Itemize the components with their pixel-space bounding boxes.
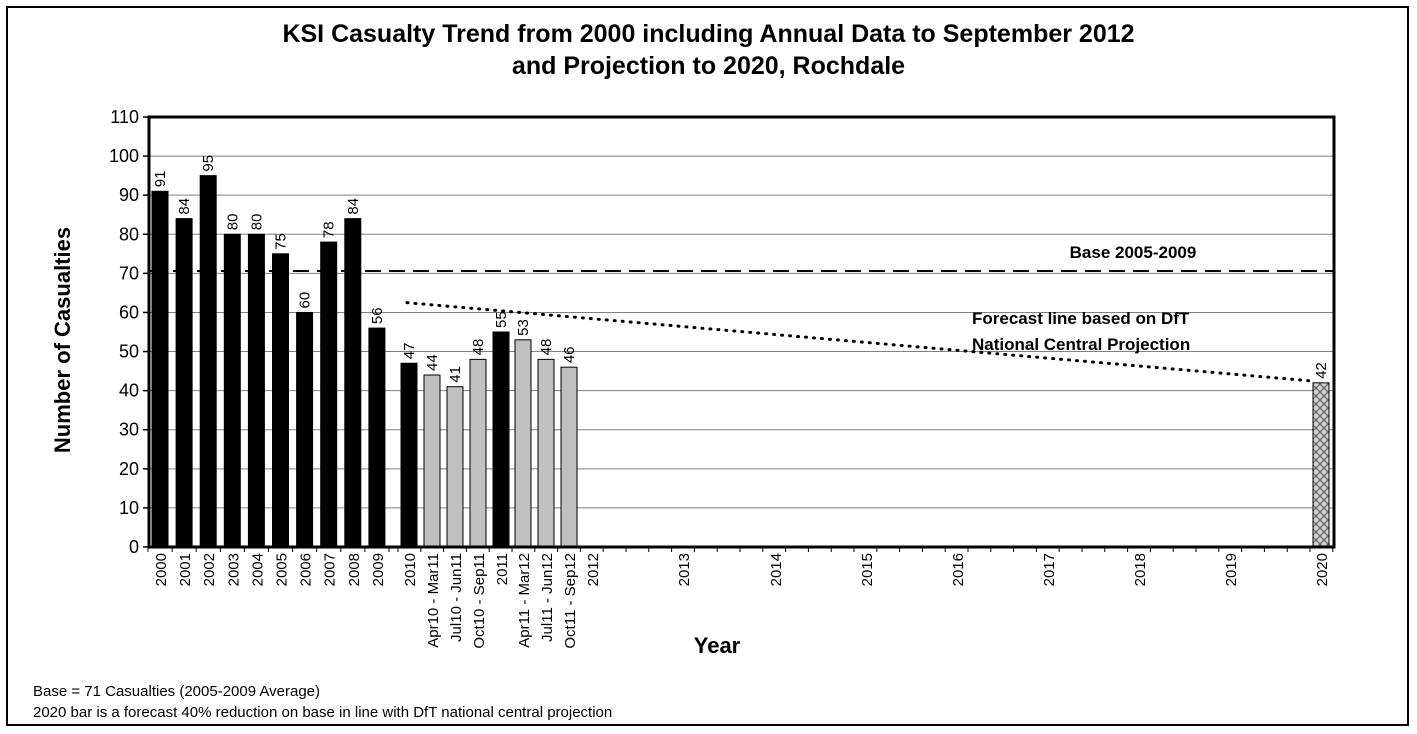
y-tick-label: 40 (119, 381, 139, 401)
x-tick-label: Oct10 - Sep11 (471, 553, 488, 649)
bar-2020 (1312, 382, 1330, 548)
data-label: 44 (424, 354, 441, 371)
x-tick-label: Apr11 - Mar12 (516, 553, 533, 648)
data-label: 95 (200, 155, 217, 172)
y-tick-label: 70 (119, 263, 139, 283)
x-tick-label: 2007 (322, 553, 339, 586)
x-tick-label: 2003 (225, 553, 242, 586)
data-label: 78 (321, 221, 338, 238)
x-tick-label: 2006 (298, 553, 315, 586)
y-tick-label: 110 (110, 107, 139, 127)
forecast-line (405, 301, 1317, 383)
y-tick-label: 20 (119, 459, 139, 479)
bar-jul11---jun12 (537, 358, 555, 548)
bar-apr11---mar12 (514, 339, 532, 548)
data-label: 56 (369, 307, 386, 324)
x-tick-label: 2013 (676, 553, 693, 586)
bar-jul10---jun11 (446, 386, 464, 548)
data-label: 84 (345, 198, 362, 215)
bar-2005 (272, 253, 289, 548)
bar-2011 (492, 331, 510, 548)
bars (151, 175, 1330, 548)
data-label: 60 (297, 292, 314, 309)
chart-title: KSI Casualty Trend from 2000 including A… (0, 18, 1417, 82)
labels: 91 84 95 80 80 75 60 78 84 56 47 44 41 48 55 53 48 46 42 Ba… (50, 107, 1331, 658)
y-tick-label: 100 (109, 146, 139, 166)
x-tick-label: 2010 (402, 553, 419, 586)
y-tick-label: 90 (119, 185, 139, 205)
reference-lines (149, 270, 1334, 383)
data-label: 53 (515, 319, 532, 336)
y-tick-label: 10 (119, 498, 139, 518)
y-tick-label: 60 (119, 302, 139, 322)
x-tick-label: 2015 (859, 553, 876, 586)
plot-border (147, 115, 1336, 549)
data-label: 75 (273, 233, 290, 250)
y-axis-title: Number of Casualties (50, 227, 75, 453)
data-label: 80 (224, 214, 241, 231)
x-tick-label: 2009 (370, 553, 387, 586)
x-tick-label: 2018 (1132, 553, 1149, 586)
bar-2003 (223, 233, 241, 548)
bar-oct10---sep11 (469, 358, 487, 548)
data-label: 48 (538, 339, 555, 356)
data-label: 46 (561, 346, 578, 363)
bar-2007 (320, 241, 338, 548)
bar-2009 (368, 327, 386, 548)
x-tick-label: 2004 (249, 553, 266, 586)
x-tick-label: 2005 (274, 553, 291, 586)
y-tick-label: 80 (119, 224, 139, 244)
x-tick-label: 2011 (494, 553, 511, 585)
data-label: 42 (1313, 362, 1330, 379)
x-tick-label: 2002 (201, 553, 218, 586)
data-label: 41 (447, 366, 464, 383)
x-tick-label: 2020 (1314, 553, 1331, 586)
bar-apr10---mar11 (423, 374, 441, 548)
base-line-label: Base 2005-2009 (1070, 243, 1197, 262)
data-label: 91 (152, 171, 169, 188)
data-label: 80 (248, 214, 265, 231)
chart-title-line1: KSI Casualty Trend from 2000 including A… (282, 20, 1135, 48)
forecast-line-label-1: Forecast line based on DfT (972, 309, 1190, 328)
y-tick-label: 50 (119, 342, 139, 362)
axes (143, 115, 1336, 552)
forecast-line-label-2: National Central Projection (972, 335, 1190, 354)
data-label: 48 (470, 339, 487, 356)
data-label: 84 (176, 198, 193, 215)
y-tick-label: 30 (119, 420, 139, 440)
bar-2010 (400, 362, 418, 548)
x-tick-label: 2016 (950, 553, 967, 586)
x-tick-label: 2001 (177, 553, 194, 586)
x-tick-label: 2014 (768, 553, 785, 586)
bar-2006 (296, 311, 314, 548)
x-tick-label: Oct11 - Sep12 (562, 553, 579, 649)
note-forecast: 2020 bar is a forecast 40% reduction on … (33, 704, 613, 721)
bar-2001 (175, 218, 193, 548)
x-tick-label: 2008 (346, 553, 363, 586)
bar-2008 (344, 218, 362, 548)
chart-title-line2: and Projection to 2020, Rochdale (511, 52, 906, 80)
x-tick-label: 2017 (1041, 553, 1058, 586)
x-tick-label: Apr10 - Mar11 (425, 553, 442, 648)
data-label: 55 (493, 311, 510, 328)
bar-2004 (247, 233, 265, 548)
x-axis-title: Year (694, 633, 741, 658)
x-tick-label: Jul10 - Jun11 (448, 553, 465, 642)
x-tick-label: 2000 (153, 553, 170, 586)
bar-2000 (151, 190, 169, 548)
bar-2002 (199, 175, 217, 548)
y-tick-label: 0 (129, 537, 139, 557)
x-tick-label: Jul11 - Jun12 (539, 553, 556, 642)
x-tick-label: 2019 (1223, 553, 1240, 586)
bar-oct11---sep12 (560, 366, 578, 548)
x-tick-label: 2012 (585, 553, 602, 586)
data-label: 47 (401, 343, 418, 360)
note-base: Base = 71 Casualties (2005-2009 Average) (33, 683, 320, 700)
